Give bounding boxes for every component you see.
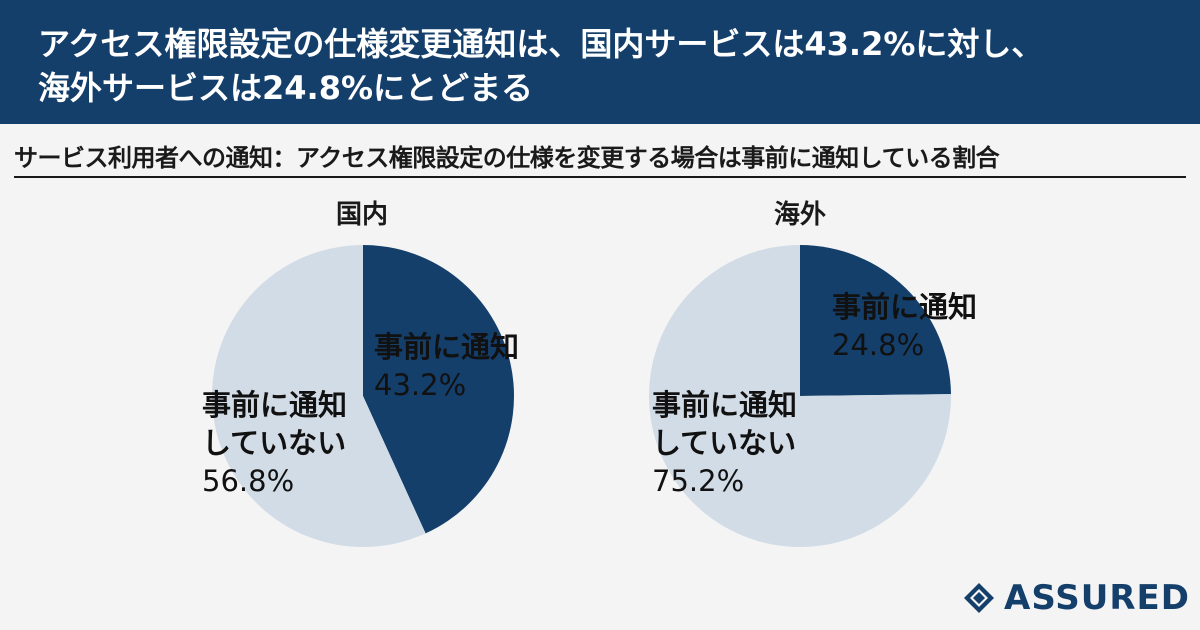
overseas-notified-slice [800, 245, 951, 396]
domestic-notified-label: 事前に通知 43.2% [374, 328, 519, 404]
overseas-notified-value: 24.8% [832, 328, 925, 362]
overseas-not-notified-value: 75.2% [652, 464, 745, 498]
overseas-notified-label: 事前に通知 24.8% [832, 288, 977, 364]
overseas-not-notified-slice [648, 245, 951, 547]
header-banner: アクセス権限設定の仕様変更通知は、国内サービスは43.2%に対し、 海外サービス… [0, 0, 1200, 124]
assured-logo: ASSURED [962, 576, 1190, 620]
assured-logo-icon [964, 583, 994, 613]
domestic-not-notified-slice [212, 244, 426, 547]
domestic-not-notified-name-2: していない [202, 426, 347, 460]
domestic-chart-title: 国内 [335, 200, 388, 230]
overseas-not-notified-label: 事前に通知 していない 75.2% [652, 386, 797, 500]
headline-line-2: 海外サービスは24.8%にとどまる [38, 69, 534, 107]
overseas-notified-name: 事前に通知 [832, 290, 978, 324]
headline-line-1: アクセス権限設定の仕様変更通知は、国内サービスは43.2%に対し、 [38, 25, 1044, 63]
overseas-chart-title: 海外 [773, 200, 826, 230]
domestic-not-notified-value: 56.8% [202, 464, 295, 498]
assured-logo-text: ASSURED [1004, 578, 1190, 618]
domestic-notified-slice [363, 245, 515, 534]
domestic-notified-name: 事前に通知 [374, 330, 520, 364]
domestic-pie [212, 244, 515, 547]
overseas-pie [648, 245, 951, 547]
overseas-not-notified-name-1: 事前に通知 [652, 388, 798, 422]
domestic-notified-value: 43.2% [374, 368, 467, 402]
chart-subtitle: サービス利用者への通知：アクセス権限設定の仕様を変更する場合は事前に通知している… [14, 138, 1186, 178]
domestic-not-notified-label: 事前に通知 していない 56.8% [202, 386, 347, 500]
overseas-not-notified-name-2: していない [652, 426, 797, 460]
domestic-not-notified-name-1: 事前に通知 [202, 388, 348, 422]
